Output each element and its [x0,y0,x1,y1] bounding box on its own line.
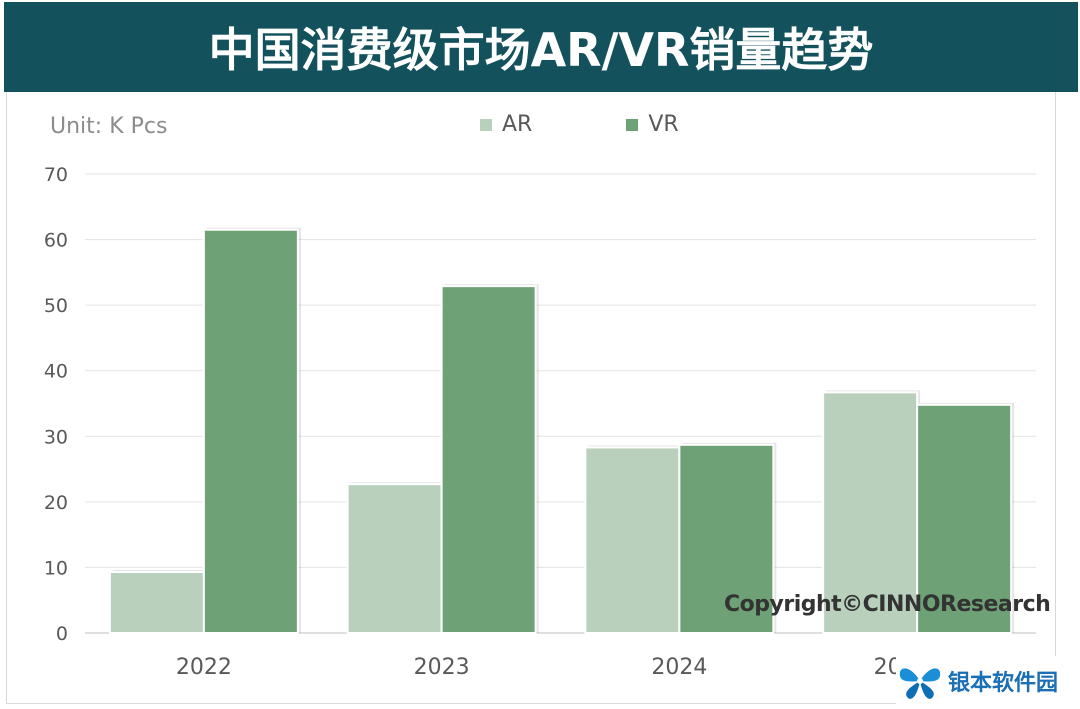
bar-vr-2025(E) [916,403,1013,634]
bar-vr-2023 [440,285,537,634]
legend-label-vr: VR [648,112,679,137]
y-tick-label: 20 [44,492,68,514]
title-banner: 中国消费级市场AR/VR销量趋势 [4,2,1078,92]
bar-ar-2023 [346,483,443,634]
legend-swatch-vr [626,118,639,131]
y-tick-label: 70 [44,164,68,186]
copyright-notice: Copyright©CINNOResearch [724,592,1051,617]
bar-vr-2022 [202,228,299,634]
y-tick-label: 30 [44,426,68,448]
x-tick-label: 2023 [414,655,470,680]
watermark-text: 银本软件园 [948,671,1059,696]
x-tick-label: 2022 [176,655,232,680]
legend-label-ar: AR [502,112,533,137]
y-tick-label: 0 [56,623,68,645]
legend: AR VR [480,112,763,137]
y-tick-label: 60 [44,230,68,252]
legend-swatch-ar [480,118,492,131]
legend-item-ar: AR [480,112,532,137]
unit-label: Unit: K Pcs [50,114,168,139]
chart-frame [6,92,1056,704]
x-tick-label: 2024 [651,655,707,680]
chart-title: 中国消费级市场AR/VR销量趋势 [208,23,874,77]
butterfly-logo-icon [899,668,941,699]
y-tick-label: 50 [44,295,68,317]
watermark-badge: 银本软件园 [896,656,1076,706]
bar-ar-2025(E) [822,391,919,634]
y-tick-label: 40 [44,361,68,383]
bar-vr-2024 [678,443,775,634]
legend-item-vr: VR [626,112,679,137]
y-tick-label: 10 [44,557,68,579]
bar-ar-2024 [584,446,681,634]
bar-ar-2022 [108,571,205,634]
